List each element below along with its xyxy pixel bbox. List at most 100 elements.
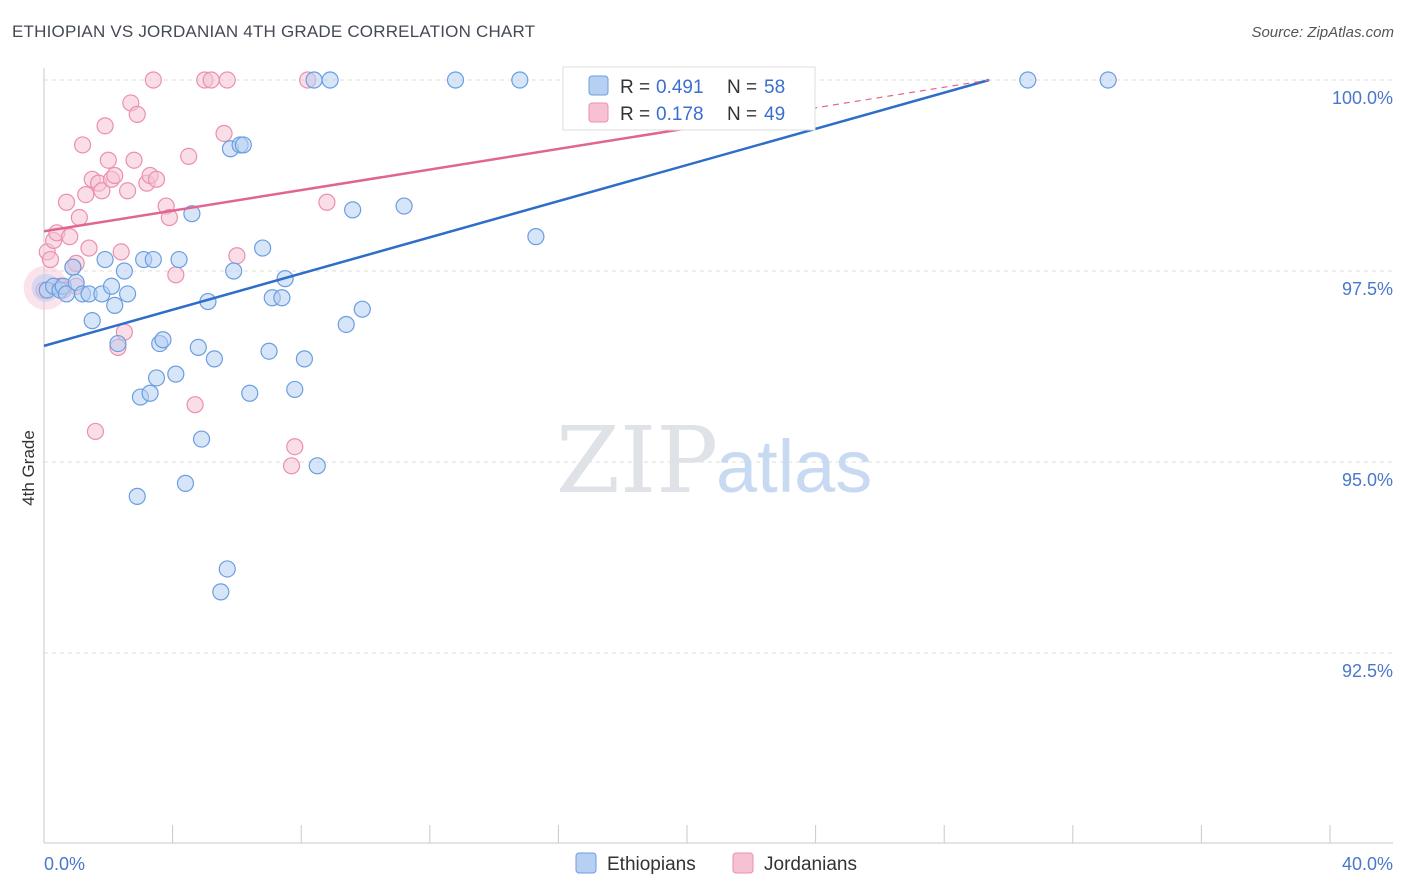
bottom-legend-jordanians-swatch xyxy=(732,852,754,874)
ethiopians-point xyxy=(234,136,252,154)
gridlines xyxy=(44,79,1393,654)
jordanians-point xyxy=(218,71,236,89)
ethiopians-point xyxy=(286,380,304,399)
jordanians-point xyxy=(180,147,198,165)
ethiopians-point xyxy=(189,338,207,356)
jordanians-point xyxy=(80,239,98,257)
legend-n-value: 49 xyxy=(764,104,785,125)
ethiopians-point xyxy=(205,350,223,368)
jordanians-point xyxy=(112,243,130,261)
legend-n-label: N = xyxy=(727,104,757,125)
x-tick-label-max: 40.0% xyxy=(1342,854,1393,874)
jordanians-point xyxy=(286,438,304,456)
jordanians-point xyxy=(128,105,146,123)
jordanians-point xyxy=(167,266,185,284)
ethiopians-point xyxy=(321,71,339,89)
bottom-legend: Ethiopians Jordanians xyxy=(575,852,857,875)
ethiopians-point xyxy=(106,296,124,314)
jordanians-swatch xyxy=(588,102,609,123)
x-tick-labels: 0.0% 40.0% xyxy=(44,854,1393,874)
jordanians-point xyxy=(99,151,117,169)
y-tick-label: 95.0% xyxy=(1342,470,1393,490)
ethiopians-point xyxy=(1019,71,1037,89)
ethiopians-point xyxy=(115,262,133,280)
jordanians-point xyxy=(93,182,111,200)
jordanians-point xyxy=(160,208,178,227)
ethiopians-points xyxy=(31,71,1117,601)
jordanians-point xyxy=(57,193,76,211)
chart-source: Source: ZipAtlas.com xyxy=(1251,24,1394,41)
jordanians-point xyxy=(77,186,95,204)
jordanians-point xyxy=(318,193,336,211)
jordanians-point xyxy=(144,71,162,89)
y-tick-label: 100.0% xyxy=(1332,88,1393,108)
jordanians-point xyxy=(41,250,60,269)
jordanians-point xyxy=(282,457,301,475)
ethiopians-point xyxy=(96,250,114,269)
axes xyxy=(43,68,1393,844)
ethiopians-point xyxy=(1099,71,1117,89)
jordanians-point xyxy=(61,228,79,246)
ethiopians-point xyxy=(308,457,326,475)
bottom-legend-ethiopians: Ethiopians xyxy=(607,854,696,875)
ethiopians-point xyxy=(102,277,121,295)
ethiopians-point xyxy=(170,250,188,269)
ethiopians-point xyxy=(395,197,413,215)
ethiopians-point xyxy=(176,474,195,492)
ethiopians-trend-line xyxy=(43,78,990,348)
ethiopians-point xyxy=(446,71,465,89)
legend-r-label: R = xyxy=(620,104,650,125)
y-axis-label: 4th Grade xyxy=(19,430,38,506)
ethiopians-point xyxy=(128,487,146,505)
ethiopians-point xyxy=(83,312,101,330)
bottom-legend-ethiopians-swatch xyxy=(575,852,597,874)
ethiopians-point xyxy=(511,71,529,89)
ethiopians-point xyxy=(273,289,291,307)
y-tick-labels: 100.0% 97.5% 95.0% 92.5% xyxy=(1332,88,1393,681)
ethiopians-point xyxy=(241,384,259,402)
legend-r-value: 0.178 xyxy=(656,104,704,125)
chart-title: ETHIOPIAN VS JORDANIAN 4TH GRADE CORRELA… xyxy=(12,22,536,41)
jordanians-point xyxy=(96,117,114,135)
jordanians-point xyxy=(228,247,246,265)
ethiopians-point xyxy=(254,239,272,257)
legend-r-label: R = xyxy=(620,77,650,98)
watermark-zip: ZIP xyxy=(556,407,718,514)
ethiopians-point xyxy=(305,71,323,89)
jordanians-point xyxy=(186,396,204,414)
ethiopians-point xyxy=(225,262,243,280)
jordanians-trend-line xyxy=(43,119,736,233)
jordanians-point xyxy=(147,170,166,188)
jordanians-point xyxy=(106,166,124,185)
ethiopians-point xyxy=(212,583,230,601)
ethiopians-point xyxy=(141,384,159,402)
ethiopians-point xyxy=(154,331,172,349)
ethiopians-point xyxy=(64,258,82,276)
ethiopians-point xyxy=(527,228,545,246)
jordanians-point xyxy=(86,422,105,441)
ethiopians-point xyxy=(147,369,166,387)
legend-n-value: 58 xyxy=(764,77,785,98)
stats-legend: R = 0.491 N = 58 R = 0.178 N = 49 xyxy=(562,66,816,131)
ethiopians-point xyxy=(295,350,314,368)
ethiopians-point xyxy=(353,300,371,318)
ethiopians-point xyxy=(337,315,355,334)
ethiopians-point xyxy=(260,342,278,360)
y-tick-label: 92.5% xyxy=(1342,661,1393,681)
jordanians-point xyxy=(125,151,143,169)
jordanians-point xyxy=(118,182,137,200)
legend-r-value: 0.491 xyxy=(656,77,704,98)
ethiopians-point xyxy=(118,285,137,303)
jordanians-trend-line-extension xyxy=(735,79,990,122)
ethiopians-point xyxy=(344,201,362,219)
watermark-atlas: atlas xyxy=(716,425,872,508)
ethiopians-point xyxy=(144,250,162,269)
bottom-legend-jordanians: Jordanians xyxy=(764,854,857,875)
ethiopians-point xyxy=(167,365,185,383)
ethiopians-point xyxy=(109,334,127,353)
trend-lines xyxy=(43,78,990,348)
ethiopians-point xyxy=(192,430,211,448)
x-tick-label-min: 0.0% xyxy=(44,854,85,874)
ethiopians-point xyxy=(218,560,236,578)
